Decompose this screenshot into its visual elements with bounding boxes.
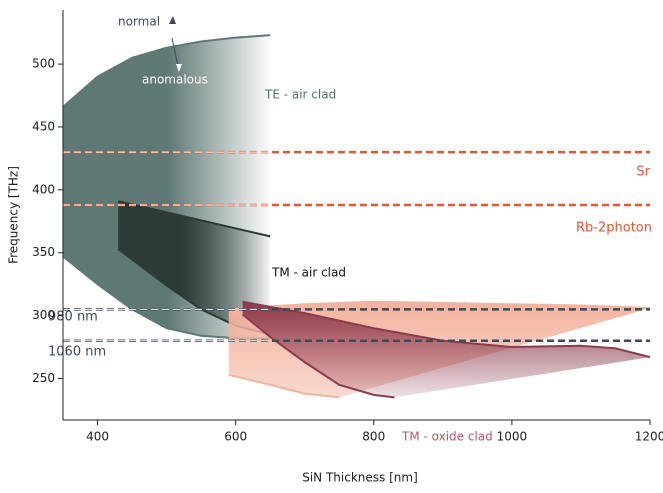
- reference-label: Rb-2photon: [576, 221, 652, 236]
- reference-label: Sr: [636, 165, 650, 180]
- x-axis-label: SiN Thickness [nm]: [302, 471, 418, 485]
- series-label: TE - oxide clad: [377, 301, 466, 315]
- series-label: TM - oxide clad: [401, 430, 493, 444]
- band-edge: [228, 373, 340, 399]
- band-edge: [62, 34, 271, 108]
- reference-label: 980 nm: [48, 310, 98, 325]
- x-tick-label: 1200: [635, 430, 663, 444]
- y-tick-label: 450: [32, 119, 55, 133]
- y-tick-label: 400: [32, 182, 55, 196]
- annotation-arrow: [171, 37, 179, 67]
- series-label: TE - air clad: [264, 88, 336, 102]
- y-tick-label: 300: [32, 308, 55, 322]
- y-axis-label: Frequency [THz]: [7, 166, 21, 264]
- x-tick-label: 1000: [497, 430, 528, 444]
- x-tick-label: 600: [224, 430, 247, 444]
- arrow-head: [176, 64, 182, 72]
- band-edge: [242, 300, 651, 359]
- annotation: normal: [118, 15, 160, 29]
- reference-label: 1060 nm: [48, 345, 106, 360]
- series-label: TM - air clad: [271, 266, 346, 280]
- x-tick-label: 400: [86, 430, 109, 444]
- band-edge: [241, 313, 395, 399]
- band-area: [242, 301, 650, 398]
- band-area: [118, 201, 271, 335]
- plot-area: [62, 34, 651, 399]
- arrow-head: [169, 16, 176, 24]
- x-tick-label: 800: [362, 430, 385, 444]
- y-tick-label: 250: [32, 371, 55, 385]
- band-edge: [118, 200, 271, 238]
- y-tick-label: 500: [32, 57, 55, 71]
- annotation: anomalous: [142, 73, 208, 87]
- band-edge: [228, 300, 651, 311]
- y-tick-label: 350: [32, 245, 55, 259]
